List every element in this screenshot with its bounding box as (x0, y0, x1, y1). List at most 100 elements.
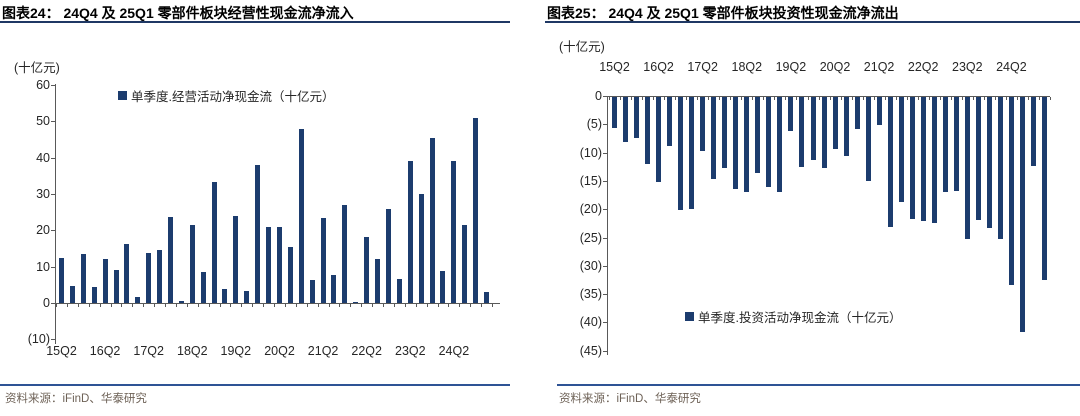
y-tick-mark (603, 237, 607, 239)
bar-18Q1 (733, 97, 739, 189)
y-tick-mark (51, 157, 55, 159)
y-axis-line (55, 84, 56, 344)
legend-label: 单季度.投资活动净现金流（十亿元） (698, 311, 902, 325)
x-tick-mark (448, 304, 450, 307)
x-tick-mark (961, 97, 963, 100)
x-tick-mark (208, 304, 210, 307)
bar-19Q3 (799, 97, 805, 168)
bar-21Q2 (876, 97, 882, 125)
bar-21Q3 (887, 97, 893, 228)
bar-24Q1 (440, 271, 446, 303)
x-tick-label: 18Q2 (731, 60, 763, 74)
x-tick-mark (884, 97, 886, 100)
x-tick-label: 24Q2 (438, 344, 470, 358)
x-tick-label: 21Q2 (307, 344, 339, 358)
bar-18Q3 (200, 272, 206, 303)
x-tick-mark (317, 304, 319, 307)
bar-20Q3 (843, 97, 849, 156)
bar-19Q4 (810, 97, 816, 160)
y-tick-label: (15) (579, 173, 602, 188)
x-tick-mark (361, 304, 363, 307)
x-tick-mark (252, 304, 254, 307)
x-tick-mark (132, 304, 134, 307)
x-tick-mark (404, 304, 406, 307)
x-tick-mark (306, 304, 308, 307)
x-tick-mark (994, 97, 996, 100)
bar-23Q4 (986, 97, 992, 228)
y-tick-mark (51, 85, 55, 86)
figure-24-footer-rule (0, 384, 510, 386)
bar-18Q2 (744, 97, 750, 193)
bar-17Q4 (167, 216, 173, 303)
bar-17Q3 (157, 250, 163, 303)
x-tick-label: 15Q2 (599, 60, 630, 74)
chart-investment-cash-flow: (十亿元) 单季度.投资活动净现金流（十亿元） 0 (5) (10) (15) (20)… (545, 0, 1080, 416)
y-tick-mark (603, 96, 607, 97)
x-tick-mark (730, 97, 732, 100)
x-tick-label: 21Q2 (863, 60, 895, 74)
x-tick-mark (895, 97, 897, 100)
bar-18Q4 (766, 97, 772, 187)
x-tick-mark (686, 97, 688, 100)
x-tick-mark (697, 97, 699, 100)
x-tick-mark (274, 304, 275, 307)
x-tick-mark (675, 97, 677, 100)
figure-25-footer-rule (557, 384, 1080, 386)
x-tick-label: 20Q2 (264, 344, 295, 358)
bar-24Q2 (1008, 97, 1014, 285)
bar-19Q1 (777, 97, 783, 193)
bar-20Q1 (821, 97, 827, 168)
y-tick-mark (51, 121, 55, 123)
x-tick-mark (719, 97, 721, 100)
y-tick-label: 40 (36, 150, 50, 165)
x-tick-mark (350, 304, 352, 307)
bar-16Q2 (656, 97, 662, 182)
bar-23Q3 (975, 97, 981, 220)
bar-24Q1 (997, 97, 1003, 240)
bar-22Q4 (942, 97, 948, 193)
bar-19Q1 (222, 288, 228, 303)
bar-15Q2 (59, 257, 64, 303)
y-tick-label: (5) (586, 117, 602, 132)
x-tick-mark (165, 304, 166, 307)
bar-21Q4 (898, 97, 904, 203)
x-tick-mark (796, 97, 798, 100)
x-tick-mark (642, 97, 644, 100)
y-tick-mark (51, 194, 55, 195)
y-tick-label: 60 (36, 78, 50, 92)
legend: 单季度.投资活动净现金流（十亿元） (685, 307, 901, 326)
y-tick-mark (603, 124, 607, 126)
x-tick-mark (906, 97, 908, 100)
y-tick-mark (603, 152, 607, 154)
bar-23Q1 (396, 278, 402, 303)
bar-19Q3 (244, 291, 250, 303)
x-tick-mark (328, 304, 330, 307)
x-tick-mark (339, 304, 341, 307)
bar-17Q4 (722, 97, 728, 169)
x-tick-mark (873, 97, 875, 100)
y-tick-label: (20) (579, 202, 602, 217)
chart-operating-cash-flow: (十亿元) 单季度.经营活动净现金流（十亿元） 60 50 40 30 20 10 0 (10… (0, 0, 510, 416)
bar-15Q3 (69, 285, 75, 303)
y-tick-label: (10) (27, 332, 50, 347)
bar-23Q2 (964, 97, 970, 239)
bar-21Q1 (865, 97, 871, 181)
bar-22Q3 (931, 97, 937, 224)
bar-17Q2 (146, 252, 152, 303)
y-tick-label: (25) (579, 230, 602, 245)
x-tick-mark (295, 304, 297, 307)
x-axis-line (55, 303, 500, 304)
x-tick-label: 15Q2 (46, 344, 77, 358)
bar-20Q2 (276, 226, 282, 303)
bar-18Q4 (211, 181, 217, 303)
x-tick-label: 22Q2 (907, 60, 939, 74)
bar-24Q3 (462, 225, 468, 303)
figure-24-title-rule (0, 21, 510, 23)
bar-15Q4 (634, 97, 640, 139)
x-tick-label: 22Q2 (351, 344, 382, 358)
x-tick-mark (829, 97, 831, 100)
x-tick-mark (807, 97, 809, 100)
x-tick-mark (154, 304, 156, 307)
bar-16Q4 (678, 97, 684, 211)
x-tick-mark (110, 304, 112, 307)
